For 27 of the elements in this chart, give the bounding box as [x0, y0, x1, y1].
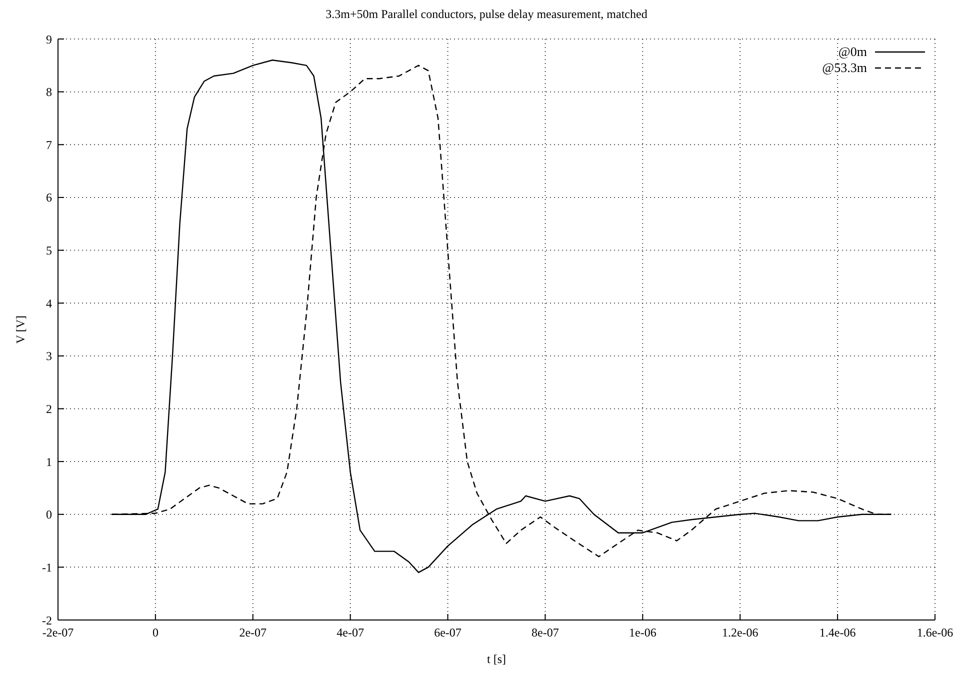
- x-tick-label: 0: [152, 626, 158, 640]
- y-tick-label: 7: [46, 138, 52, 152]
- y-tick-label: 9: [46, 32, 52, 46]
- x-tick-label: 1.6e-06: [916, 626, 954, 640]
- y-tick-label: 4: [46, 296, 52, 310]
- y-tick-label: 3: [46, 349, 52, 364]
- chart-title: 3.3m+50m Parallel conductors, pulse delay measurement, matched: [324, 7, 648, 22]
- x-tick-label: 8e-07: [532, 626, 559, 640]
- y-tick-label: 6: [46, 190, 52, 205]
- x-tick-label: 1.2e-06: [722, 626, 758, 640]
- y-tick-label: 8: [46, 85, 52, 100]
- y-tick-label: 2: [46, 402, 52, 416]
- y-tick-label: 0: [46, 508, 52, 522]
- y-tick-label: -1: [42, 560, 52, 574]
- legend-label: @0m: [838, 44, 867, 60]
- y-axis-title: V [V]: [13, 315, 28, 344]
- x-tick-label: 6e-07: [434, 626, 462, 640]
- y-tick-label: 5: [46, 244, 52, 258]
- y-tick-label: 1: [46, 454, 52, 469]
- x-tick-label: 4e-07: [336, 626, 364, 640]
- x-tick-label: 1.4e-06: [819, 626, 856, 640]
- x-axis-title: t [s]: [487, 652, 506, 666]
- legend-label: @53.3m: [822, 60, 867, 76]
- x-tick-label: -2e-07: [42, 626, 74, 640]
- x-tick-label: 1e-06: [629, 626, 656, 640]
- x-tick-label: 2e-07: [239, 626, 267, 640]
- y-tick-label: -2: [42, 613, 52, 628]
